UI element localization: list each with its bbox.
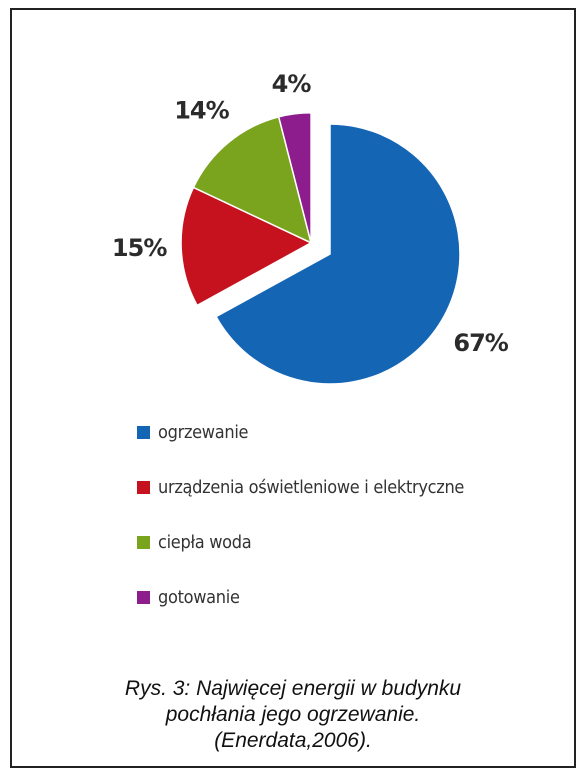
- legend: ogrzewanie urządzenia oświetleniowe i el…: [137, 418, 464, 638]
- pie-chart: 67% 15% 14% 4%: [112, 70, 510, 385]
- legend-label: ciepła woda: [158, 531, 252, 553]
- slice-ciepla-woda: [192, 115, 313, 245]
- legend-item-urzadzenia: urządzenia oświetleniowe i elektryczne: [137, 473, 464, 501]
- legend-item-ciepla-woda: ciepła woda: [137, 528, 464, 556]
- legend-swatch: [137, 480, 150, 494]
- caption-line-1: Rys. 3: Najwięcej energii w budynku: [124, 677, 462, 700]
- figure-caption: Rys. 3: Najwięcej energii w budynku poch…: [0, 676, 586, 754]
- pie-slices: [180, 112, 461, 385]
- label-urzadzenia-pct: 15%: [112, 234, 167, 262]
- legend-label: gotowanie: [158, 586, 240, 608]
- slice-gotowanie: [277, 112, 312, 243]
- legend-item-gotowanie: gotowanie: [137, 583, 464, 611]
- legend-swatch: [137, 590, 150, 604]
- caption-line-2: pochłania jego ogrzewanie.: [165, 703, 421, 726]
- label-ciepla-woda-pct: 14%: [174, 96, 229, 124]
- legend-label: ogrzewanie: [158, 421, 249, 443]
- label-gotowanie-pct: 4%: [272, 70, 312, 98]
- slice-urzadzenia: [180, 186, 313, 307]
- legend-label: urządzenia oświetleniowe i elektryczne: [158, 476, 465, 498]
- pie-labels: 67% 15% 14% 4%: [112, 70, 510, 357]
- legend-swatch: [137, 535, 150, 549]
- slice-ogrzewanie: [215, 123, 461, 385]
- label-ogrzewanie-pct: 67%: [453, 329, 508, 357]
- legend-item-ogrzewanie: ogrzewanie: [137, 418, 464, 446]
- legend-swatch: [137, 425, 150, 439]
- caption-line-3: (Enerdata,2006).: [214, 729, 372, 752]
